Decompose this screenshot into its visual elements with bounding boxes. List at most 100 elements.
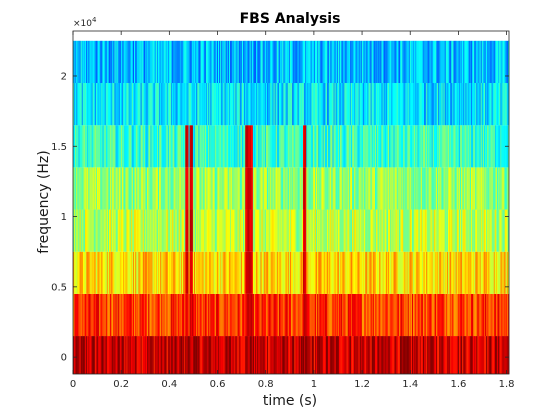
spectrogram-cell xyxy=(442,125,444,168)
spectrogram-cell xyxy=(407,336,410,374)
spectrogram-cell xyxy=(283,251,285,294)
spectrogram-cell xyxy=(163,209,165,252)
spectrogram-cell xyxy=(99,125,101,168)
spectrogram-cell xyxy=(348,336,351,374)
spectrogram-cell xyxy=(434,40,437,84)
spectrogram-cell xyxy=(173,83,175,126)
spectrogram-cell xyxy=(104,125,107,168)
spectrogram-cell xyxy=(231,125,233,168)
spectrogram-cell xyxy=(164,40,166,84)
spectrogram-cell xyxy=(81,251,84,294)
spectrogram-cell xyxy=(190,40,193,84)
spectrogram-cell xyxy=(361,83,364,126)
spectrogram-cell xyxy=(294,83,296,126)
spectrogram-cell xyxy=(411,209,414,252)
spectrogram-cell xyxy=(372,293,375,337)
spectrogram-cell xyxy=(308,209,310,252)
spectrogram-cell xyxy=(445,336,448,374)
spectrogram-cell xyxy=(332,125,334,168)
spectrogram-cell xyxy=(257,209,259,252)
spectrogram-cell xyxy=(391,167,393,210)
spectrogram-cell xyxy=(174,83,176,126)
spectrogram-cell xyxy=(422,167,425,210)
spectrogram-cell xyxy=(186,83,188,126)
spectrogram-cell xyxy=(489,40,491,84)
spectrogram-cell xyxy=(466,336,468,374)
spectrogram-cell xyxy=(110,209,112,252)
spectrogram-cell xyxy=(83,125,86,168)
spectrogram-cell xyxy=(304,209,306,252)
spectrogram-cell xyxy=(464,209,466,252)
spectrogram-cell xyxy=(88,293,90,337)
spectrogram-cell xyxy=(352,293,354,337)
spectrogram-cell xyxy=(142,251,145,294)
spectrogram-cell xyxy=(185,40,187,84)
spectrogram-cell xyxy=(111,167,113,210)
spectrogram-cell xyxy=(193,251,196,294)
spectrogram-cell xyxy=(301,83,304,126)
spectrogram-cell xyxy=(73,40,75,84)
spectrogram-cell xyxy=(288,251,291,294)
spectrogram-cell xyxy=(321,83,323,126)
spectrogram-cell xyxy=(253,251,256,294)
spectrogram-cell xyxy=(140,40,143,84)
spectrogram-cell xyxy=(94,83,97,126)
spectrogram-cell xyxy=(470,167,473,210)
spectrogram-cell xyxy=(325,83,328,126)
spectrogram-cell xyxy=(502,167,504,210)
spectrogram-cell xyxy=(106,209,109,252)
spectrogram-cell xyxy=(344,40,346,84)
spectrogram-cell xyxy=(438,125,440,168)
spectrogram-cell xyxy=(265,251,268,294)
spectrogram-cell xyxy=(117,167,120,210)
spectrogram-cell xyxy=(235,336,237,374)
spectrogram-cell xyxy=(156,251,159,294)
spectrogram-cell xyxy=(383,251,386,294)
spectrogram-cell xyxy=(483,40,486,84)
spectrogram-cell xyxy=(298,40,301,84)
spectrogram-cell xyxy=(360,336,363,374)
spectrogram-cell xyxy=(114,167,116,210)
spectrogram-cell xyxy=(283,40,285,84)
spectrogram-cell xyxy=(443,336,446,374)
spectrogram-cell xyxy=(419,40,422,84)
spectrogram-cell xyxy=(330,251,332,294)
spectrogram-cell xyxy=(417,209,419,252)
spectrogram-cell xyxy=(329,251,331,294)
spectrogram-cell xyxy=(505,336,508,374)
spectrogram-cell xyxy=(299,209,302,252)
spectrogram-cell xyxy=(207,251,209,294)
spectrogram-cell xyxy=(380,336,382,374)
spectrogram-cell xyxy=(195,336,197,374)
spectrogram-cell xyxy=(185,125,187,168)
spectrogram-cell xyxy=(222,83,224,126)
spectrogram-cell xyxy=(444,125,447,168)
spectrogram-cell xyxy=(406,83,408,126)
spectrogram-cell xyxy=(301,209,304,252)
spectrogram-cell xyxy=(443,125,446,168)
spectrogram-cell xyxy=(263,209,266,252)
spectrogram-cell xyxy=(356,209,358,252)
spectrogram-cell xyxy=(454,251,456,294)
spectrogram-cell xyxy=(296,293,298,337)
spectrogram-cell xyxy=(301,251,304,294)
spectrogram-cell xyxy=(189,167,192,210)
spectrogram-cell xyxy=(201,40,204,84)
spectrogram-cell xyxy=(248,251,250,294)
spectrogram-cell xyxy=(96,167,99,210)
spectrogram-cell xyxy=(137,251,139,294)
spectrogram-cell xyxy=(293,251,295,294)
spectrogram-cell xyxy=(454,83,456,126)
spectrogram-cell xyxy=(80,293,83,337)
spectrogram-cell xyxy=(199,40,201,84)
spectrogram-cell xyxy=(438,167,440,210)
spectrogram-cell xyxy=(96,40,99,84)
spectrogram-cell xyxy=(349,293,352,337)
spectrogram-cell xyxy=(398,83,401,126)
spectrogram-cell xyxy=(378,167,380,210)
spectrogram-cell xyxy=(198,40,200,84)
spectrogram-cell xyxy=(467,209,470,252)
spectrogram-cell xyxy=(255,40,257,84)
spectrogram-cell xyxy=(209,293,211,337)
spectrogram-cell xyxy=(481,40,484,84)
